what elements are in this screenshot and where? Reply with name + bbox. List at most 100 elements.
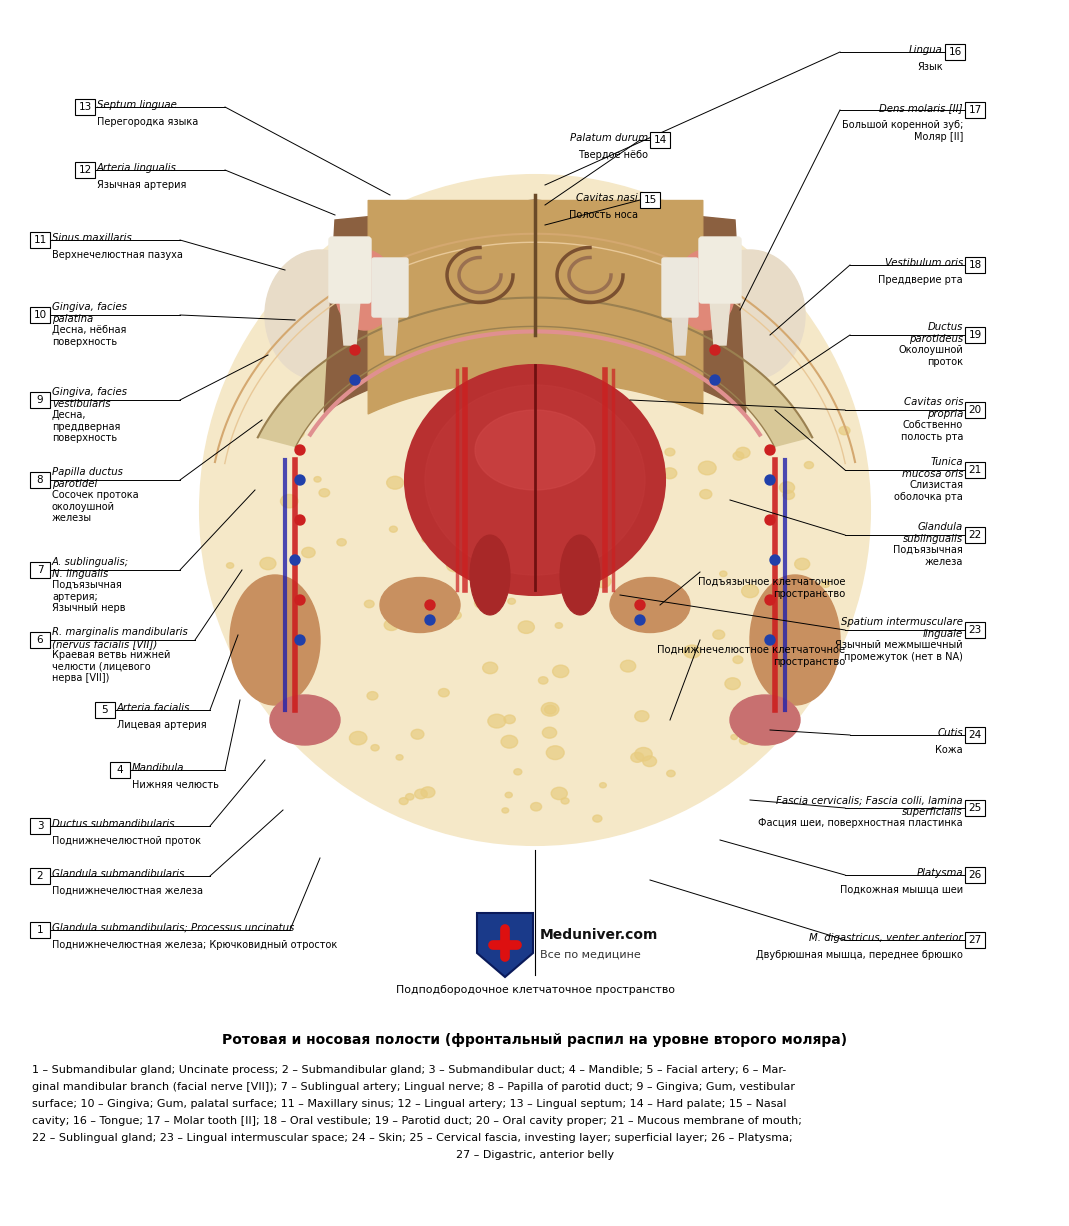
Polygon shape <box>477 913 533 977</box>
Ellipse shape <box>280 494 298 508</box>
Text: 6: 6 <box>36 635 44 645</box>
Ellipse shape <box>549 541 564 552</box>
Ellipse shape <box>530 803 542 810</box>
Ellipse shape <box>475 597 490 608</box>
Ellipse shape <box>620 661 636 672</box>
Ellipse shape <box>684 645 700 658</box>
Ellipse shape <box>637 436 648 445</box>
Text: Spatium intermusculare
linguale: Spatium intermusculare linguale <box>841 617 963 639</box>
Circle shape <box>295 515 305 525</box>
Circle shape <box>765 515 775 525</box>
Text: Верхнечелюстная пазуха: Верхнечелюстная пазуха <box>52 250 183 260</box>
Ellipse shape <box>750 575 840 705</box>
Text: Полость носа: Полость носа <box>569 210 638 219</box>
Ellipse shape <box>335 250 396 330</box>
Circle shape <box>350 345 360 356</box>
Text: Papilla ductus
parotidei: Papilla ductus parotidei <box>52 467 123 489</box>
Ellipse shape <box>475 409 595 490</box>
Bar <box>30 392 50 408</box>
Text: Fascia cervicalis; Fascia colli, lamina
superficialis: Fascia cervicalis; Fascia colli, lamina … <box>776 796 963 817</box>
Ellipse shape <box>508 598 515 604</box>
Text: 10: 10 <box>33 310 47 320</box>
Text: Glandula submandibularis: Glandula submandibularis <box>52 869 184 879</box>
Text: 27: 27 <box>969 935 981 945</box>
Bar <box>650 132 670 148</box>
Ellipse shape <box>389 526 398 532</box>
Text: Arteria facialis: Arteria facialis <box>117 702 190 714</box>
Ellipse shape <box>810 587 824 598</box>
Text: 8: 8 <box>36 474 44 485</box>
Ellipse shape <box>587 548 605 562</box>
Ellipse shape <box>783 490 794 499</box>
Ellipse shape <box>227 563 234 569</box>
Circle shape <box>710 345 721 356</box>
Circle shape <box>425 600 435 611</box>
Ellipse shape <box>553 666 569 678</box>
Text: Sinus maxillaris: Sinus maxillaris <box>52 233 131 243</box>
Ellipse shape <box>779 482 794 493</box>
Ellipse shape <box>695 250 805 380</box>
Ellipse shape <box>725 678 741 689</box>
Text: Десна, нёбная
поверхность: Десна, нёбная поверхность <box>52 325 126 347</box>
Text: 5: 5 <box>102 705 108 715</box>
FancyBboxPatch shape <box>699 237 741 303</box>
Text: 23: 23 <box>969 625 981 635</box>
Circle shape <box>770 555 780 565</box>
Text: Arteria lingualis: Arteria lingualis <box>97 163 176 173</box>
Text: Vestibulum oris: Vestibulum oris <box>885 257 963 268</box>
Text: 25: 25 <box>969 803 981 813</box>
Ellipse shape <box>314 477 321 482</box>
Ellipse shape <box>337 538 346 546</box>
Text: Gingiva, facies
vestibularis: Gingiva, facies vestibularis <box>52 387 127 408</box>
Text: ginal mandibular branch (facial nerve [VII]); 7 – Sublingual artery; Lingual ner: ginal mandibular branch (facial nerve [V… <box>32 1083 795 1092</box>
Ellipse shape <box>487 715 506 728</box>
Text: 11: 11 <box>33 235 47 245</box>
Polygon shape <box>340 300 360 345</box>
Ellipse shape <box>665 449 675 456</box>
Text: 16: 16 <box>948 47 962 56</box>
Text: Нижняя челюсть: Нижняя челюсть <box>131 780 219 790</box>
Polygon shape <box>258 298 812 447</box>
Bar <box>965 257 985 273</box>
Ellipse shape <box>396 755 403 760</box>
Text: Palatum durum: Palatum durum <box>570 132 648 143</box>
Text: Glandula
sublingualis: Glandula sublingualis <box>903 522 963 544</box>
Ellipse shape <box>804 461 814 468</box>
Ellipse shape <box>483 662 498 674</box>
Ellipse shape <box>733 452 744 460</box>
Text: Поднижнечелюстное клетчаточное
пространство: Поднижнечелюстное клетчаточное пространс… <box>656 645 845 667</box>
Text: Glandula submandibularis; Processus uncinatus: Glandula submandibularis; Processus unci… <box>52 923 294 933</box>
Ellipse shape <box>574 525 586 533</box>
Ellipse shape <box>644 429 653 436</box>
Text: Tunica
mucosa oris: Tunica mucosa oris <box>901 457 963 479</box>
Ellipse shape <box>480 588 494 598</box>
Text: Сосочек протока
околоушной
железы: Сосочек протока околоушной железы <box>52 490 139 524</box>
Ellipse shape <box>642 756 656 766</box>
Text: cavity; 16 – Tongue; 17 – Molar tooth [II]; 18 – Oral vestibule; 19 – Parotid du: cavity; 16 – Tongue; 17 – Molar tooth [I… <box>32 1116 802 1125</box>
Text: Поднижнечелюстной проток: Поднижнечелюстной проток <box>52 836 201 846</box>
Bar <box>30 232 50 248</box>
Ellipse shape <box>561 798 569 804</box>
Ellipse shape <box>667 770 676 777</box>
Text: Краевая ветвь нижней
челюсти (лицевого
нерва [VII]): Краевая ветвь нижней челюсти (лицевого н… <box>52 650 170 683</box>
Text: Подъязычная
артерия;
Язычный нерв: Подъязычная артерия; Язычный нерв <box>52 580 125 613</box>
Text: Meduniver.com: Meduniver.com <box>540 928 659 942</box>
Ellipse shape <box>663 468 677 478</box>
Ellipse shape <box>546 446 554 452</box>
Ellipse shape <box>278 625 285 631</box>
Ellipse shape <box>794 558 809 570</box>
Text: Лицевая артерия: Лицевая артерия <box>117 720 206 729</box>
Ellipse shape <box>735 447 750 459</box>
Ellipse shape <box>584 504 601 517</box>
Ellipse shape <box>350 732 367 745</box>
Ellipse shape <box>560 535 600 615</box>
Text: Двубрюшная мышца, переднее брюшко: Двубрюшная мышца, переднее брюшко <box>756 950 963 960</box>
Text: 13: 13 <box>78 102 92 112</box>
Text: 9: 9 <box>36 395 44 405</box>
Ellipse shape <box>546 745 564 760</box>
Ellipse shape <box>586 443 603 456</box>
Text: Поднижнечелюстная железа; Крючковидный отросток: Поднижнечелюстная железа; Крючковидный о… <box>52 940 337 950</box>
Ellipse shape <box>270 695 340 745</box>
Text: Gingiva, facies
palatina: Gingiva, facies palatina <box>52 302 127 324</box>
FancyBboxPatch shape <box>329 237 371 303</box>
